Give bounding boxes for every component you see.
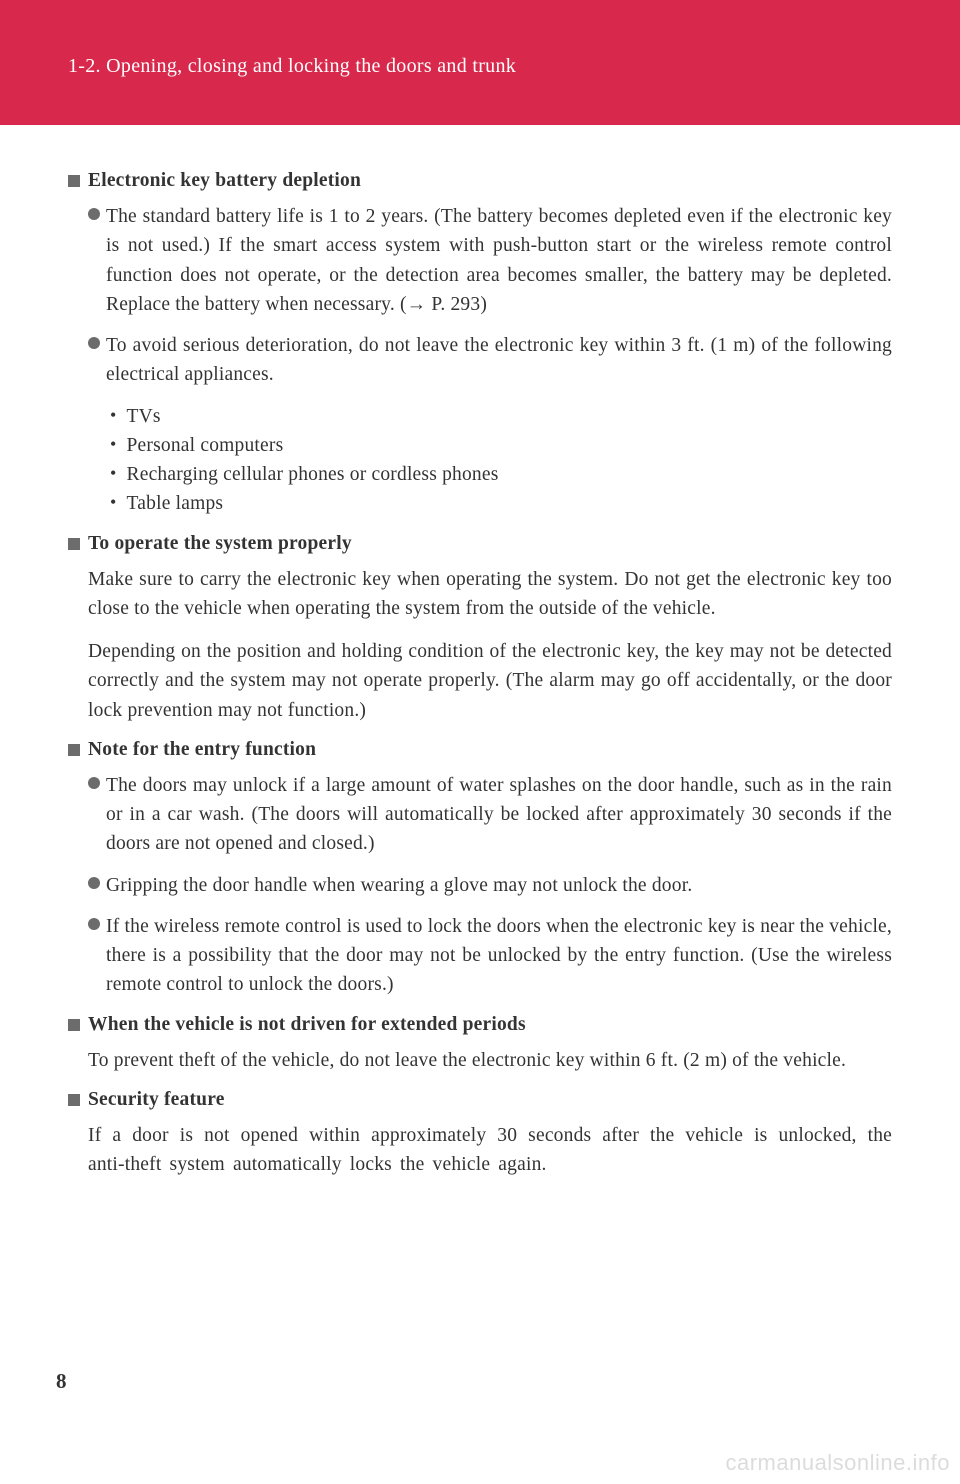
circle-bullet-icon [88, 918, 100, 930]
circle-bullet-icon [88, 208, 100, 220]
heading-text: Electronic key battery depletion [88, 170, 361, 192]
dot-bullet-icon: • [110, 402, 117, 431]
square-bullet-icon [68, 744, 80, 756]
section-battery-depletion: Electronic key battery depletion The sta… [68, 170, 892, 519]
circle-bullet-icon [88, 337, 100, 349]
section-heading: Security feature [68, 1089, 892, 1111]
section-operate-properly: To operate the system properly Make sure… [68, 533, 892, 725]
section-heading: Note for the entry function [68, 739, 892, 761]
dot-bullet-icon: • [110, 431, 117, 460]
bullet-text: If the wireless remote control is used t… [106, 912, 892, 1000]
header-section-title: 1-2. Opening, closing and locking the do… [68, 55, 960, 78]
heading-text: Security feature [88, 1089, 225, 1111]
square-bullet-icon [68, 538, 80, 550]
circle-bullet-icon [88, 777, 100, 789]
page-number: 8 [56, 1369, 67, 1394]
sub-list: • TVs • Personal computers • Recharging … [68, 402, 892, 519]
section-entry-function: Note for the entry function The doors ma… [68, 739, 892, 1000]
dot-bullet-icon: • [110, 460, 117, 489]
section-security-feature: Security feature If a door is not opened… [68, 1089, 892, 1180]
heading-text: When the vehicle is not driven for exten… [88, 1014, 526, 1036]
bullet-item: Gripping the door handle when wearing a … [68, 871, 892, 900]
heading-text: Note for the entry function [88, 739, 316, 761]
bullet-item: To avoid serious deterioration, do not l… [68, 331, 892, 390]
bullet-text: To avoid serious deterioration, do not l… [106, 331, 892, 390]
sub-item: • Recharging cellular phones or cordless… [110, 460, 892, 489]
watermark: carmanualsonline.info [725, 1450, 950, 1476]
paragraph: To prevent theft of the vehicle, do not … [68, 1046, 892, 1075]
bullet-item: If the wireless remote control is used t… [68, 912, 892, 1000]
paragraph: Make sure to carry the electronic key wh… [68, 565, 892, 624]
square-bullet-icon [68, 1094, 80, 1106]
sub-item-text: TVs [127, 402, 161, 431]
section-heading: To operate the system properly [68, 533, 892, 555]
heading-text: To operate the system properly [88, 533, 352, 555]
paragraph: Depending on the position and holding co… [68, 637, 892, 725]
bullet-item: The doors may unlock if a large amount o… [68, 771, 892, 859]
header-band: 1-2. Opening, closing and locking the do… [0, 0, 960, 125]
sub-item: • Personal computers [110, 431, 892, 460]
square-bullet-icon [68, 1019, 80, 1031]
bullet-text: The standard battery life is 1 to 2 year… [106, 202, 892, 319]
circle-bullet-icon [88, 877, 100, 889]
paragraph: If a door is not opened within approxima… [68, 1121, 892, 1180]
sub-item-text: Personal computers [127, 431, 284, 460]
bullet-text: Gripping the door handle when wearing a … [106, 871, 692, 900]
sub-item-text: Table lamps [127, 489, 224, 518]
sub-item: • Table lamps [110, 489, 892, 518]
page-content: Electronic key battery depletion The sta… [0, 125, 960, 1179]
bullet-item: The standard battery life is 1 to 2 year… [68, 202, 892, 319]
sub-item: • TVs [110, 402, 892, 431]
sub-item-text: Recharging cellular phones or cordless p… [127, 460, 499, 489]
bullet-text: The doors may unlock if a large amount o… [106, 771, 892, 859]
section-heading: Electronic key battery depletion [68, 170, 892, 192]
section-heading: When the vehicle is not driven for exten… [68, 1014, 892, 1036]
square-bullet-icon [68, 175, 80, 187]
dot-bullet-icon: • [110, 489, 117, 518]
section-extended-periods: When the vehicle is not driven for exten… [68, 1014, 892, 1075]
